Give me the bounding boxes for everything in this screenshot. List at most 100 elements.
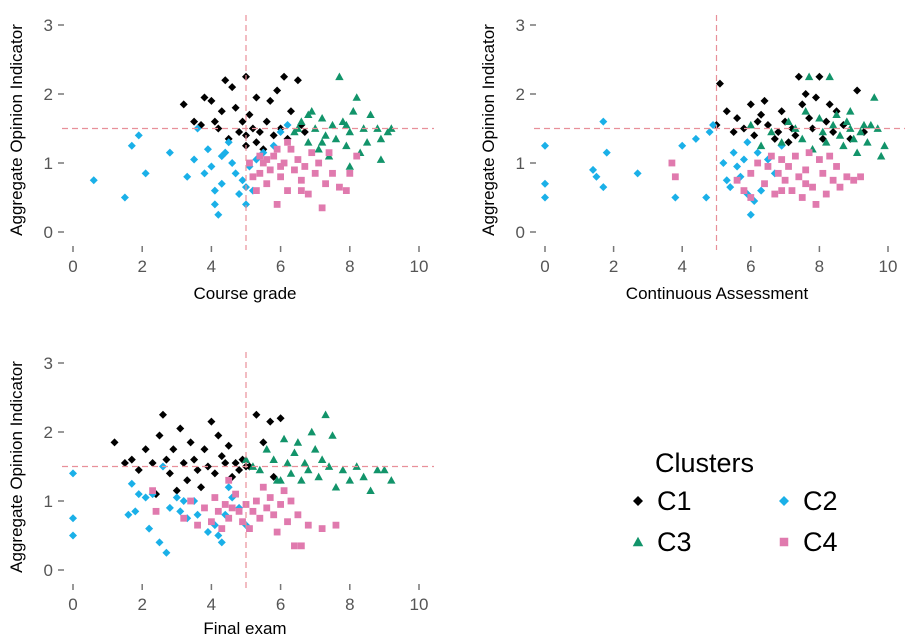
point-c4 xyxy=(297,542,305,550)
point-c4 xyxy=(318,525,326,532)
x-tick-label: 10 xyxy=(410,257,429,276)
point-c3 xyxy=(328,120,337,129)
point-c3 xyxy=(856,127,865,136)
point-c4 xyxy=(297,187,305,194)
point-c2 xyxy=(228,159,237,167)
point-c2 xyxy=(176,507,185,516)
point-c1 xyxy=(825,100,834,109)
point-c1 xyxy=(127,455,136,464)
point-c4 xyxy=(266,494,274,501)
point-c1 xyxy=(148,459,157,468)
point-c3 xyxy=(825,72,834,81)
point-c2 xyxy=(729,148,738,157)
legend-title: Clusters xyxy=(655,448,754,478)
point-c4 xyxy=(805,149,813,157)
point-c3 xyxy=(345,162,354,170)
point-c3 xyxy=(801,107,810,115)
point-c2 xyxy=(599,117,608,126)
y-axis-label: Aggregate Opinion Indicator xyxy=(7,24,26,236)
point-c3 xyxy=(283,458,292,467)
point-c4 xyxy=(778,156,786,163)
point-c4 xyxy=(239,518,246,526)
y-tick-label: 0 xyxy=(44,561,53,580)
y-axis-label: Aggregate Opinion Indicator xyxy=(479,24,498,236)
point-c1 xyxy=(784,138,793,147)
point-c4 xyxy=(287,497,295,505)
point-c1 xyxy=(801,90,810,98)
point-c4 xyxy=(280,159,288,167)
point-c4 xyxy=(270,511,278,519)
point-c3 xyxy=(307,427,316,436)
y-tick-label: 3 xyxy=(516,16,525,35)
point-c1 xyxy=(186,438,195,447)
point-c2 xyxy=(691,134,700,143)
point-c1 xyxy=(269,131,278,140)
point-c3 xyxy=(317,455,327,463)
point-c1 xyxy=(221,459,230,468)
point-c1 xyxy=(853,86,862,95)
point-c4 xyxy=(329,169,336,177)
point-c3 xyxy=(290,448,299,457)
legend: Clusters C1 C2 C3 C4 xyxy=(632,448,838,557)
point-c2 xyxy=(722,176,731,185)
point-c1 xyxy=(158,410,167,419)
point-c4 xyxy=(249,173,257,181)
point-c1 xyxy=(300,127,309,136)
point-c4 xyxy=(843,173,851,181)
legend-label: C4 xyxy=(803,527,838,557)
point-c1 xyxy=(200,445,209,454)
point-c4 xyxy=(208,518,215,526)
point-c2 xyxy=(134,131,143,140)
point-c4 xyxy=(747,169,755,177)
point-c1 xyxy=(207,96,216,105)
point-c1 xyxy=(262,117,271,126)
point-c4 xyxy=(211,494,219,501)
point-c2 xyxy=(210,200,219,209)
y-tick-label: 1 xyxy=(44,154,53,173)
point-c3 xyxy=(345,127,354,136)
axes-layer: 0 1 2 3 0 2 4 6 8 10 xyxy=(516,15,905,276)
point-c2 xyxy=(214,531,223,540)
point-c4 xyxy=(325,149,333,157)
point-c3 xyxy=(311,445,320,453)
point-c1 xyxy=(193,465,202,474)
point-c2 xyxy=(141,169,150,178)
points-layer xyxy=(541,72,889,219)
point-c3 xyxy=(241,455,251,463)
point-c4 xyxy=(246,525,253,532)
point-c4 xyxy=(795,173,803,181)
point-c1 xyxy=(733,114,742,123)
point-c4 xyxy=(294,511,302,519)
point-c3 xyxy=(279,434,289,443)
point-c2 xyxy=(141,493,150,502)
point-c3 xyxy=(818,127,828,136)
point-c1 xyxy=(259,438,268,447)
point-c4 xyxy=(771,190,779,198)
point-c4 xyxy=(259,159,267,167)
point-c1 xyxy=(293,76,302,85)
point-c2 xyxy=(145,524,154,533)
point-c3 xyxy=(798,134,807,143)
point-c1 xyxy=(217,107,226,116)
square-icon xyxy=(779,537,789,547)
point-c4 xyxy=(263,180,271,188)
point-c1 xyxy=(763,121,772,130)
point-c3 xyxy=(345,476,354,484)
point-c1 xyxy=(266,417,275,426)
point-c4 xyxy=(733,176,741,184)
point-c4 xyxy=(336,183,343,191)
point-c3 xyxy=(376,155,386,163)
legend-label: C3 xyxy=(657,527,692,557)
point-c1 xyxy=(231,103,240,112)
point-c3 xyxy=(331,134,341,143)
point-c2 xyxy=(746,210,755,219)
point-c4 xyxy=(850,176,858,184)
point-c4 xyxy=(291,166,298,174)
point-c1 xyxy=(214,431,223,440)
point-c3 xyxy=(300,458,310,467)
diamond-icon xyxy=(633,496,643,506)
point-c4 xyxy=(152,507,160,515)
legend-marker xyxy=(779,537,789,547)
point-c2 xyxy=(193,510,202,519)
